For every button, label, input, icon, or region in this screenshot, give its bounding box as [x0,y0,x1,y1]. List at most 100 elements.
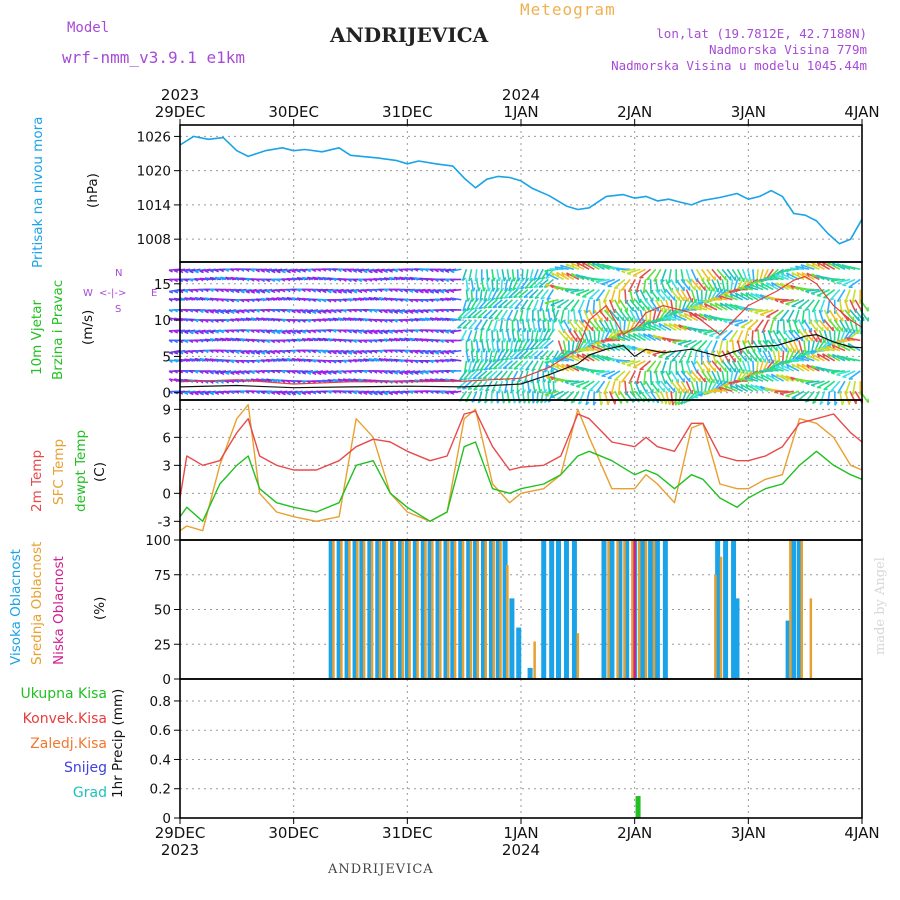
wind-barb-head [255,390,260,395]
wind-barb-head [473,388,478,391]
wind-barb-head [357,278,363,283]
wind-barb [560,355,575,362]
wind-barb-head [291,297,296,302]
wind-barb-head [770,373,774,378]
wind-barb [169,349,181,354]
wind-barb-head [570,291,575,295]
wind-barb [670,391,674,406]
wind-barb-head [503,277,507,282]
wind-barb [822,288,836,299]
wind-barb [281,390,293,395]
wind-barb-head [775,365,779,370]
cloud-bar [601,540,607,679]
wind-barb [487,370,498,380]
wind-barb-head [209,358,214,363]
cloud-bar [652,540,656,679]
wind-barb [477,391,483,404]
wind-barb-head [230,268,235,272]
cloud-bar [424,540,427,679]
wind-barb [777,350,781,365]
wind-barb [836,289,846,302]
wind-barb [726,268,737,282]
wind-barb-head [513,318,518,322]
wind-barb-head [388,371,393,375]
wind-barb-head [617,316,620,321]
wind-barb-head [337,299,342,303]
wind-barb-head [586,261,590,267]
wind-barb-head [545,357,550,361]
wind-barb-head [398,330,404,334]
wind-barb [504,350,514,361]
wind-barb [271,268,283,272]
wind-barb-head [784,360,789,364]
wind-barb-head [276,289,281,293]
elevation-label: Nadmorska Visina 779m [708,42,867,57]
wind-barb-head [534,296,540,300]
wind-barb-head [281,297,286,301]
wind-barb [556,271,570,281]
wind-barb [846,265,861,271]
wind-barb-head [327,372,332,375]
cloud-bar [480,540,486,679]
wind-barb [779,298,794,303]
wind-barb-head [270,340,276,344]
wind-barb [848,370,861,380]
wind-barb-head [337,278,342,282]
wind-barb [521,391,526,404]
wind-barb-head [466,307,471,312]
wind-barb-head [204,277,209,282]
wind-barb [642,279,647,294]
wind-barb-head [687,326,692,331]
legend-frz-precip: Zaledj.Kisa [30,736,107,752]
wind-barb-head [571,337,574,342]
wind-barb [404,309,416,313]
wind-barb [828,309,838,323]
wind-barb-head [337,371,342,375]
wind-barb [740,383,754,392]
wind-barb [653,323,667,331]
wind-barb [655,289,666,302]
wind-barb-head [556,363,560,368]
wind-barb-head [775,374,780,379]
wind-barb-head [286,309,291,314]
wind-barb-head [311,359,316,363]
wind-barb-head [230,299,235,303]
wind-barb-head [235,311,240,314]
wind-barb-head [317,372,322,376]
wind-barb-head [546,297,551,301]
wind-barb-head [596,344,600,349]
wind-barb-head [815,274,820,279]
wind-barb [516,320,520,333]
wind-barb-head [168,370,173,374]
wind-barb-head [388,349,393,354]
wind-barb [675,380,685,394]
wind-barb-head [352,297,357,302]
wind-barb-head [224,359,229,364]
wind-barb [649,309,652,324]
wind-barb-head [462,277,467,282]
wind-barb-head [764,368,769,373]
wind-barb-head [794,286,799,291]
wind-barb [509,340,514,353]
wind-barb-head [750,357,753,362]
cloud-bar [469,540,473,679]
wind-barb-head [749,284,754,289]
wind-barb-head [337,378,342,383]
wind-barb-head [260,317,265,322]
wind-barb-head [398,337,403,342]
wind-barb-head [327,290,332,294]
wind-barb-head [327,360,332,364]
wind-barb [793,309,800,324]
wind-barb-head [559,287,564,292]
wind-barb-head [209,310,214,314]
wind-barb-head [769,297,774,301]
wind-barb-head [550,272,554,277]
wind-barb-head [547,328,552,333]
wind-barb [603,309,615,322]
wind-barb [513,350,524,360]
wind-barb-head [357,309,363,313]
wind-barb [649,380,660,393]
wind-barb-head [575,274,580,279]
wind-barb [184,329,196,333]
wind-barb-head [419,317,424,322]
